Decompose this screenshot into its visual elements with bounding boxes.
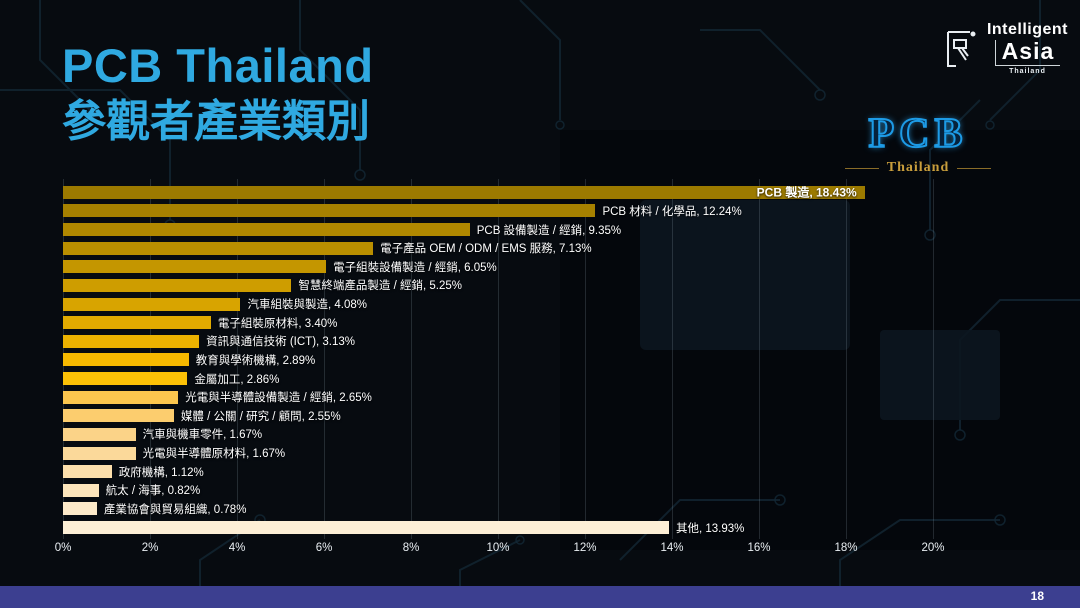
bar-政府機構: [63, 465, 112, 479]
bar-資訊與通信技術 (ICT): [63, 334, 200, 348]
bar-row: 媒體 / 公關 / 研究 / 顧問, 2.55%: [63, 407, 933, 426]
bar-chart: PCB 製造, 18.43% PCB 材料 / 化學品, 12.24% PCB 設備…: [63, 183, 933, 537]
bar-label: 產業協會與貿易組織, 0.78%: [103, 503, 247, 516]
bar-label: 電子組裝設備製造 / 經銷, 6.05%: [333, 261, 497, 274]
rule-left: [844, 167, 879, 169]
bar-PCB 設備製造 / 經銷: [63, 223, 470, 237]
ia-line2: Asia: [994, 40, 1061, 66]
bar-label: 媒體 / 公關 / 研究 / 顧問, 2.55%: [180, 410, 341, 423]
x-tick-label: 4%: [228, 542, 246, 554]
bar-row: 教育與學術機構, 2.89%: [63, 351, 933, 370]
page-number: 18: [1030, 589, 1044, 603]
page-title-line1: PCB Thailand: [62, 39, 374, 92]
bar-row: 其他, 13.93%: [63, 518, 933, 537]
bar-PCB 製造: PCB 製造, 18.43%: [63, 185, 865, 200]
bar-row: 汽車與機車零件, 1.67%: [63, 425, 933, 444]
bar-航太 / 海事: [63, 483, 99, 497]
bar-label: 電子組裝原材料, 3.40%: [217, 317, 338, 330]
bar-光電與半導體原材料: [63, 446, 136, 460]
bar-label: 光電與半導體原材料, 1.67%: [142, 448, 286, 461]
bar-label: 智慧終端產品製造 / 經銷, 5.25%: [298, 280, 462, 293]
bar-label: 教育與學術機構, 2.89%: [195, 354, 316, 367]
bar-汽車與機車零件: [63, 427, 136, 441]
bar-其他: [63, 521, 669, 535]
bar-label: 航太 / 海事, 0.82%: [105, 485, 201, 498]
x-tick-label: 6%: [315, 542, 333, 554]
bar-媒體 / 公關 / 研究 / 顧問: [63, 409, 174, 423]
bar-row: 電子組裝原材料, 3.40%: [63, 313, 933, 332]
bar-電子組裝原材料: [63, 316, 211, 330]
bar-PCB 材料 / 化學品: [63, 204, 596, 218]
bar-row: 光電與半導體設備製造 / 經銷, 2.65%: [63, 388, 933, 407]
x-tick-label: 12%: [573, 542, 597, 554]
pcb-thailand-logo: PCB Thailand: [828, 110, 1008, 176]
bar-label: 光電與半導體設備製造 / 經銷, 2.65%: [185, 392, 372, 405]
bar-row: 智慧終端產品製造 / 經銷, 5.25%: [63, 276, 933, 295]
bar-產業協會與貿易組織: [63, 502, 97, 516]
bar-row: 金屬加工, 2.86%: [63, 369, 933, 388]
bar-label: 其他, 13.93%: [675, 522, 745, 535]
bar-label: 汽車組裝與製造, 4.08%: [247, 299, 367, 312]
bar-row: 資訊與通信技術 (ICT), 3.13%: [63, 332, 933, 351]
robot-arm-icon: [946, 30, 976, 67]
x-axis: 0% 2% 4% 6% 8% 10% 12% 14% 16% 18% 20%: [55, 542, 945, 558]
bar-label: 金屬加工, 2.86%: [194, 373, 280, 386]
x-tick-label: 14%: [660, 542, 684, 554]
bar-label: 資訊與通信技術 (ICT), 3.13%: [206, 336, 356, 349]
ia-line1: Intelligent: [986, 21, 1068, 38]
intelligent-asia-logo: Intelligent Asia Thailand: [940, 22, 1068, 75]
pcb-logo-main: PCB: [868, 110, 968, 158]
page-title: PCB Thailand 參觀者產業類別: [62, 39, 374, 146]
bar-row: PCB 製造, 18.43%: [63, 183, 933, 202]
pcb-logo-subtext: Thailand: [886, 160, 950, 175]
bar-row: 光電與半導體原材料, 1.67%: [63, 444, 933, 463]
gridline: [933, 179, 934, 539]
bar-row: 航太 / 海事, 0.82%: [63, 481, 933, 500]
x-tick-label: 2%: [141, 542, 159, 554]
x-tick-label: 16%: [747, 542, 771, 554]
x-tick-label: 20%: [921, 542, 945, 554]
footer-bar: 18: [0, 586, 1080, 608]
bar-row: 汽車組裝與製造, 4.08%: [63, 295, 933, 314]
bar-教育與學術機構: [63, 353, 189, 367]
bar-電子產品 OEM / ODM / EMS 服務: [63, 241, 374, 255]
bar-row: PCB 材料 / 化學品, 12.24%: [63, 202, 933, 221]
intelligent-asia-wordmark: Intelligent Asia Thailand: [986, 21, 1068, 76]
ia-line3: Thailand: [1009, 68, 1046, 75]
bar-label: 電子產品 OEM / ODM / EMS 服務, 7.13%: [380, 243, 592, 256]
bar-電子組裝設備製造 / 經銷: [63, 260, 327, 274]
bar-row: PCB 設備製造 / 經銷, 9.35%: [63, 220, 933, 239]
x-tick-label: 0%: [54, 542, 72, 554]
page-title-line2: 參觀者產業類別: [62, 96, 370, 146]
bar-label: 汽車與機車零件, 1.67%: [142, 429, 263, 442]
rule-right: [957, 167, 992, 169]
bar-label: PCB 材料 / 化學品, 12.24%: [602, 205, 742, 218]
bar-金屬加工: [63, 372, 188, 386]
bar-row: 電子組裝設備製造 / 經銷, 6.05%: [63, 258, 933, 277]
bar-光電與半導體設備製造 / 經銷: [63, 390, 179, 404]
bar-汽車組裝與製造: [63, 297, 241, 311]
bar-label: 政府機構, 1.12%: [118, 466, 204, 479]
x-tick-label: 10%: [486, 542, 510, 554]
x-tick-label: 18%: [834, 542, 858, 554]
bar-label: PCB 設備製造 / 經銷, 9.35%: [476, 224, 622, 237]
bar-row: 電子產品 OEM / ODM / EMS 服務, 7.13%: [63, 239, 933, 258]
bar-label: PCB 製造, 18.43%: [756, 185, 857, 200]
bar-row: 產業協會與貿易組織, 0.78%: [63, 500, 933, 519]
bar-row: 政府機構, 1.12%: [63, 462, 933, 481]
x-tick-label: 8%: [402, 542, 420, 554]
pcb-logo-sub: Thailand: [828, 160, 1008, 176]
bar-智慧終端產品製造 / 經銷: [63, 278, 292, 292]
